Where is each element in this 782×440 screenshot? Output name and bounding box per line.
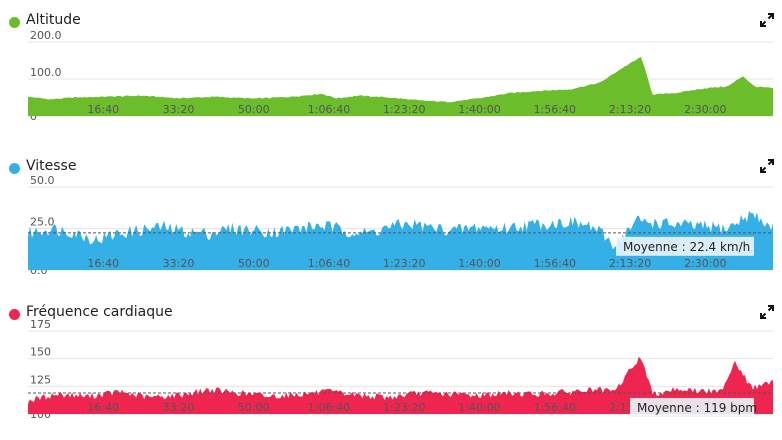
heart-rate-title: Fréquence cardiaque <box>26 304 173 320</box>
altitude-area-series <box>28 56 773 116</box>
heart-rate-y-tick-label: 175 <box>30 318 51 331</box>
speed-x-tick-label: 50:00 <box>238 257 270 270</box>
altitude-x-tick-label: 1:23:20 <box>383 103 425 116</box>
altitude-chart: 200.0 100.0 0 16:40 33:20 50:00 1:06:40 1:23:20… <box>28 29 773 123</box>
heart-rate-average-badge <box>630 397 754 417</box>
altitude-title: Altitude <box>26 12 81 28</box>
altitude-x-tick-label: 16:40 <box>87 103 119 116</box>
altitude-y-tick-label: 100.0 <box>30 66 62 79</box>
speed-area-series <box>28 210 773 270</box>
expand-icon[interactable] <box>760 159 774 173</box>
speed-x-tick-label: 1:23:20 <box>383 257 425 270</box>
speed-average-badge <box>616 236 754 256</box>
heart-rate-y-tick-label: 125 <box>30 373 51 386</box>
speed-x-tick-label: 16:40 <box>87 257 119 270</box>
heart-rate-x-tick-label: 1:23:20 <box>383 401 425 414</box>
heart-rate-header: Fréquence cardiaque <box>0 302 782 324</box>
speed-y-tick-label: 25.0 <box>30 216 55 229</box>
heart-rate-x-tick-label: 1:40:00 <box>458 401 500 414</box>
speed-x-tick-label: 2:30:00 <box>684 257 726 270</box>
heart-rate-area-series <box>28 356 773 414</box>
expand-icon[interactable] <box>760 13 774 27</box>
heart-rate-y-tick-label: 150 <box>30 346 51 359</box>
expand-icon[interactable] <box>760 305 774 319</box>
speed-title: Vitesse <box>26 158 77 174</box>
heart-rate-average-label: Moyenne : 119 bpm <box>637 401 757 415</box>
heart-rate-x-tick-label: 1:06:40 <box>308 401 350 414</box>
altitude-legend-dot <box>9 17 20 28</box>
speed-panel: Vitesse 50.0 25.0 0.0 16:40 33:20 50:00 1:06:4… <box>0 156 782 277</box>
speed-header: Vitesse <box>0 156 782 178</box>
altitude-x-tick-label: 1:40:00 <box>458 103 500 116</box>
heart-rate-legend-dot <box>9 309 20 320</box>
altitude-x-tick-label: 50:00 <box>238 103 270 116</box>
altitude-x-tick-label: 1:56:40 <box>534 103 576 116</box>
altitude-y-tick-label: 200.0 <box>30 29 62 42</box>
altitude-x-tick-label: 1:06:40 <box>308 103 350 116</box>
altitude-x-tick-label: 2:13:20 <box>609 103 651 116</box>
speed-x-tick-label: 33:20 <box>163 257 195 270</box>
speed-x-tick-label: 1:56:40 <box>534 257 576 270</box>
speed-x-tick-label: 2:13:20 <box>609 257 651 270</box>
heart-rate-x-tick-label: 16:40 <box>87 401 119 414</box>
altitude-x-tick-label: 2:30:00 <box>684 103 726 116</box>
heart-rate-panel: Fréquence cardiaque 175 150 125 100 16:40 33:… <box>0 302 782 422</box>
altitude-y-tick-label: 0 <box>30 110 37 123</box>
speed-x-tick-label: 1:40:00 <box>458 257 500 270</box>
altitude-header: Altitude <box>0 10 782 32</box>
altitude-x-tick-label: 33:20 <box>163 103 195 116</box>
heart-rate-x-tick-label: 33:20 <box>163 401 195 414</box>
heart-rate-x-tick-label: 1:56:40 <box>534 401 576 414</box>
speed-average-label: Moyenne : 22.4 km/h <box>623 240 750 254</box>
heart-rate-x-tick-label: 50:00 <box>238 401 270 414</box>
speed-x-tick-label: 1:06:40 <box>308 257 350 270</box>
speed-legend-dot <box>9 163 20 174</box>
speed-y-tick-label: 50.0 <box>30 174 55 187</box>
speed-chart: 50.025.00.016:40 33:20 50:00 1:06:40 1:23:20… <box>28 174 773 277</box>
altitude-panel: Altitude 200.0 100.0 0 16:40 33:20 50:00 1:06:… <box>0 10 782 123</box>
